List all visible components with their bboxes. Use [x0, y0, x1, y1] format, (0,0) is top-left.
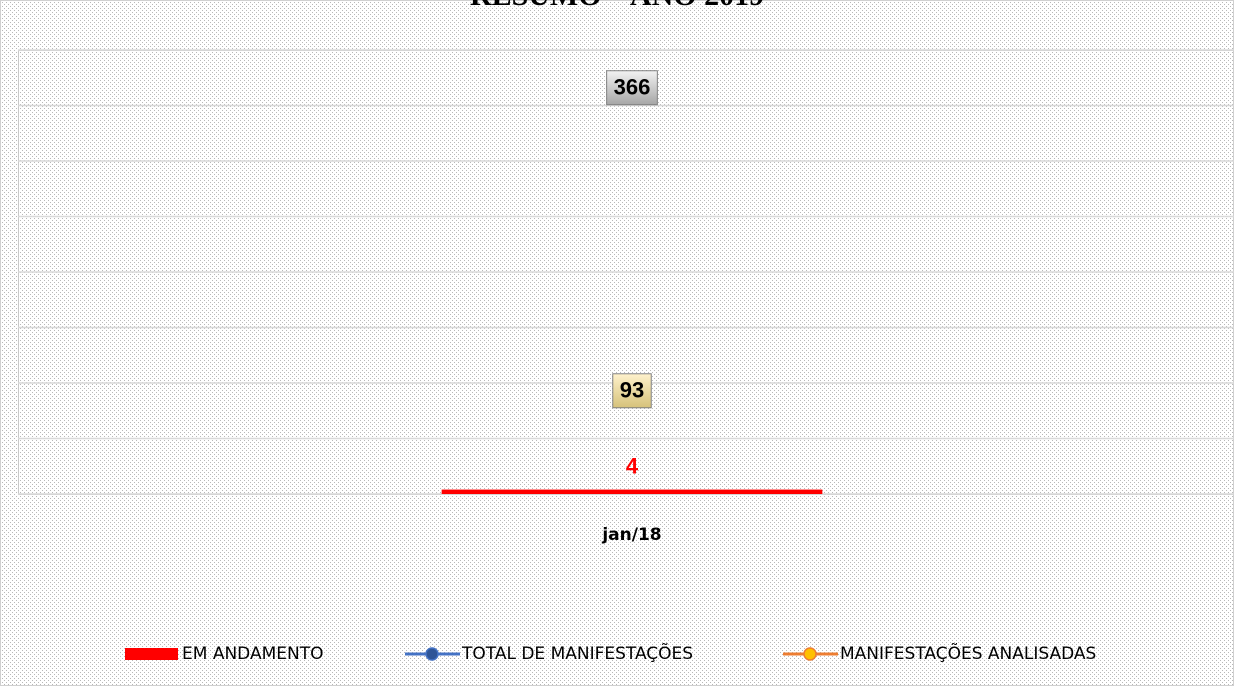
data-label: 366 — [614, 75, 651, 100]
chart-title: RESUMO – ANO 2019 — [470, 0, 764, 12]
data-label-box — [606, 70, 658, 106]
data-label: 93 — [620, 378, 644, 403]
legend-marker — [803, 647, 817, 661]
legend-label: TOTAL DE MANIFESTAÇÕES — [461, 642, 693, 664]
legend-label: EM ANDAMENTO — [182, 644, 323, 664]
data-label-box — [612, 373, 652, 409]
legend-label: MANIFESTAÇÕES ANALISADAS — [840, 642, 1096, 664]
bar — [441, 489, 823, 494]
data-label: 4 — [626, 453, 639, 478]
x-tick-label: jan/18 — [601, 525, 661, 545]
legend-marker — [425, 647, 439, 661]
legend-swatch — [125, 648, 178, 660]
